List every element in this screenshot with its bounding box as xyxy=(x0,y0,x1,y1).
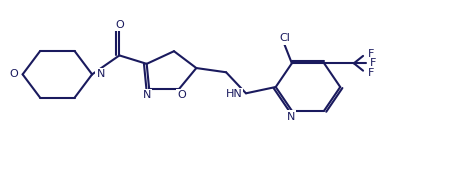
Text: F: F xyxy=(367,49,373,59)
Text: O: O xyxy=(10,69,18,79)
Text: HN: HN xyxy=(225,89,242,99)
Text: O: O xyxy=(177,90,186,100)
Text: Cl: Cl xyxy=(278,33,289,44)
Text: N: N xyxy=(142,90,150,100)
Text: N: N xyxy=(286,112,294,122)
Text: F: F xyxy=(367,68,373,78)
Text: F: F xyxy=(369,58,376,68)
Text: O: O xyxy=(115,20,123,30)
Text: N: N xyxy=(96,69,105,79)
